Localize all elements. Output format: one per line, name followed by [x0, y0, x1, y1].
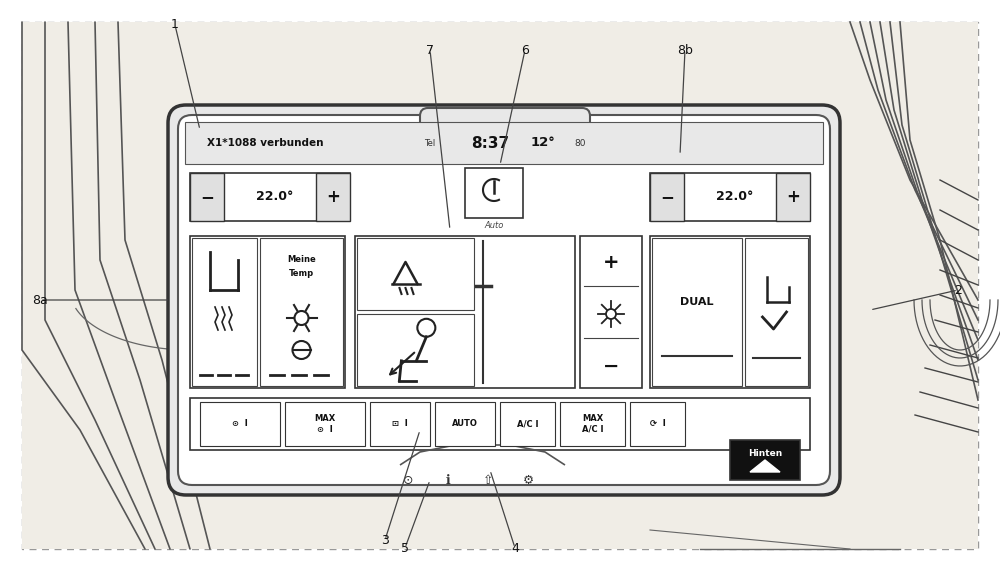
- Text: 1: 1: [171, 18, 179, 31]
- Text: A/C I: A/C I: [517, 420, 538, 428]
- Bar: [190, 236, 345, 388]
- Text: 4: 4: [511, 541, 519, 554]
- Circle shape: [606, 309, 616, 319]
- Bar: [200, 402, 280, 446]
- Bar: [190, 173, 350, 221]
- Text: ⟳  I: ⟳ I: [650, 420, 665, 428]
- Bar: [435, 402, 495, 446]
- Text: −: −: [660, 188, 674, 206]
- Bar: [465, 168, 523, 218]
- Text: +: +: [603, 252, 619, 271]
- Bar: [190, 398, 810, 450]
- Text: Hinten: Hinten: [748, 449, 782, 459]
- Text: 5: 5: [401, 541, 409, 554]
- Text: 8a: 8a: [32, 293, 48, 307]
- Text: 7: 7: [426, 43, 434, 57]
- Text: Meine: Meine: [287, 255, 316, 264]
- Bar: [730, 440, 800, 480]
- Text: Temp: Temp: [289, 270, 314, 279]
- FancyBboxPatch shape: [420, 108, 590, 130]
- Text: ⚙: ⚙: [522, 473, 534, 486]
- Text: ⊙  I: ⊙ I: [232, 420, 248, 428]
- Bar: [190, 173, 224, 221]
- Bar: [650, 236, 810, 388]
- Bar: [776, 173, 810, 221]
- Bar: [580, 236, 642, 388]
- Bar: [650, 173, 810, 221]
- Bar: [316, 173, 350, 221]
- Text: 8:37: 8:37: [471, 135, 509, 151]
- Text: DUAL: DUAL: [680, 297, 714, 307]
- FancyBboxPatch shape: [168, 105, 840, 495]
- Bar: [652, 238, 742, 386]
- Bar: [650, 173, 684, 221]
- Text: MAX
A/C I: MAX A/C I: [582, 415, 603, 434]
- Text: Tel: Tel: [424, 139, 436, 147]
- Text: ⇧: ⇧: [483, 473, 493, 486]
- Bar: [185, 122, 823, 164]
- Text: ⊙: ⊙: [403, 473, 413, 486]
- Text: 8b: 8b: [677, 43, 693, 57]
- Text: MAX
⊙  I: MAX ⊙ I: [314, 415, 336, 434]
- Bar: [355, 236, 575, 388]
- Text: 80: 80: [574, 139, 586, 147]
- Bar: [357, 314, 474, 386]
- Bar: [285, 402, 365, 446]
- Text: ℹ: ℹ: [446, 473, 450, 486]
- Bar: [745, 238, 808, 386]
- Text: 22.0°: 22.0°: [256, 191, 294, 203]
- Text: −: −: [200, 188, 214, 206]
- Bar: [560, 402, 625, 446]
- Polygon shape: [750, 460, 780, 472]
- Text: AUTO: AUTO: [452, 420, 478, 428]
- Text: +: +: [326, 188, 340, 206]
- Text: ⊡  I: ⊡ I: [392, 420, 408, 428]
- Text: 2: 2: [954, 283, 962, 296]
- Bar: [260, 238, 343, 386]
- Text: +: +: [786, 188, 800, 206]
- Bar: [357, 238, 474, 310]
- FancyBboxPatch shape: [178, 115, 830, 485]
- Text: 3: 3: [381, 533, 389, 546]
- Text: −: −: [603, 356, 619, 376]
- Bar: [500, 402, 555, 446]
- Text: 22.0°: 22.0°: [716, 191, 754, 203]
- Bar: [630, 402, 685, 446]
- Bar: [370, 402, 430, 446]
- Bar: [192, 238, 257, 386]
- Text: 12°: 12°: [531, 136, 555, 150]
- Text: X1*1088 verbunden: X1*1088 verbunden: [207, 138, 323, 148]
- Text: Auto: Auto: [484, 222, 504, 231]
- Text: 6: 6: [521, 43, 529, 57]
